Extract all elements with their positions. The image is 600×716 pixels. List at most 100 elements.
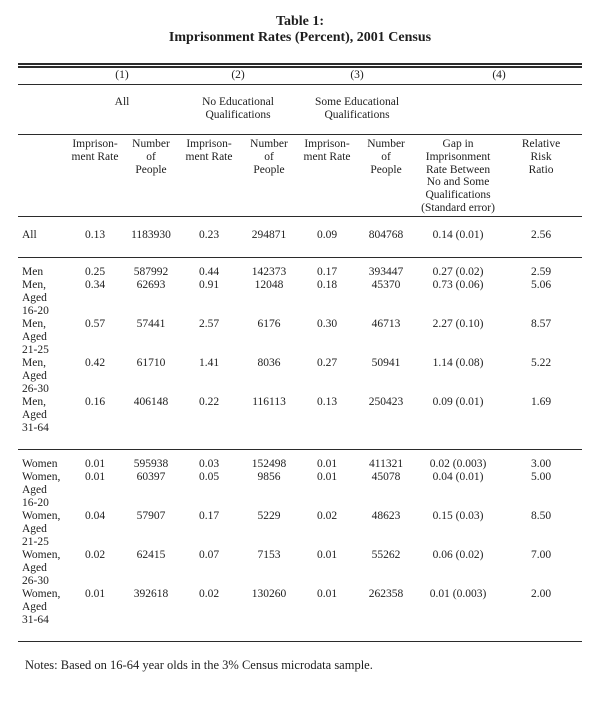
data-cell: 2.27 (0.10) (432, 317, 484, 330)
data-cell: 0.02 (84, 548, 106, 561)
data-cell: 57441 (136, 317, 166, 330)
table-row: Men, Aged 26-30 0.42 61710 1.41 8036 0.27 5094… (18, 357, 582, 396)
row-label: All (18, 216, 66, 258)
data-cell: 262358 (356, 587, 417, 642)
data-cell: 0.13 (66, 216, 124, 258)
table-row: Men 0.25 587992 0.44 142373 0.17 393447 0.27 (0… (18, 257, 582, 279)
data-cell: 0.17 (198, 509, 220, 522)
data-cell: 411321 (369, 457, 404, 470)
data-cell: 804768 (356, 216, 417, 258)
data-cell: 60397 (136, 470, 166, 483)
data-cell: 46713 (371, 317, 401, 330)
section-women: Women 0.01 595938 0.03 152498 0.01 411321 0.02 … (18, 449, 583, 642)
data-cell: 0.07 (198, 548, 220, 561)
table-row: Women, Aged 26-30 0.02 62415 0.07 7153 0.01 55… (18, 549, 582, 588)
data-cell: 0.02 (178, 587, 241, 642)
table-row: Women, Aged 31-64 0.01 392618 0.02 130260 0.0… (18, 587, 583, 642)
group-label-no-qualifications: No Educational Qualifications (178, 84, 299, 135)
row-label: Men (22, 265, 44, 278)
data-cell: 8036 (257, 356, 281, 369)
section-men: Men 0.25 587992 0.44 142373 0.17 393447 0.27 (0… (18, 257, 583, 450)
column-header-relative-risk: Relative Risk Ratio (500, 134, 583, 217)
row-label: Men, Aged 16-20 (22, 278, 49, 317)
data-cell: 0.01 (316, 470, 338, 483)
data-cell: 0.04 (84, 509, 106, 522)
data-cell: 12048 (254, 278, 284, 291)
row-label: Men, Aged 21-25 (22, 317, 49, 356)
table-title: Table 1: Imprisonment Rates (Percent), 2… (0, 0, 600, 46)
data-cell: 250423 (356, 395, 417, 450)
data-cell: 294871 (240, 216, 299, 258)
column-header: Number of People (240, 134, 299, 217)
data-cell: 0.25 (84, 265, 106, 278)
data-cell: 0.01 (84, 457, 106, 470)
data-cell: 130260 (240, 587, 299, 642)
table-row: All 0.13 1183930 0.23 294871 0.09 804768 0.14 (… (18, 216, 583, 258)
data-cell: 48623 (371, 509, 401, 522)
group-label-empty (416, 84, 583, 135)
data-cell: 0.09 (0.01) (416, 395, 501, 450)
data-cell: 62693 (136, 278, 166, 291)
data-cell: 0.57 (84, 317, 106, 330)
column-number: (3) (298, 63, 417, 85)
column-header-gap: Gap in Imprisonment Rate Between No and … (416, 134, 501, 217)
data-cell: 55262 (371, 548, 401, 561)
corner-cell (18, 63, 66, 85)
table-row: Women 0.01 595938 0.03 152498 0.01 411321 0.02 … (18, 449, 582, 471)
data-cell: 1.41 (198, 356, 220, 369)
data-cell: 1.69 (500, 395, 583, 450)
data-cell: 0.04 (0.01) (432, 470, 484, 483)
data-cell: 0.44 (198, 265, 220, 278)
group-label-some-qualifications: Some Educational Qualifications (298, 84, 417, 135)
data-cell: 6176 (257, 317, 281, 330)
row-label: Men, Aged 31-64 (18, 395, 66, 450)
data-cell: 50941 (371, 356, 401, 369)
data-cell: 62415 (136, 548, 166, 561)
column-number: (4) (416, 63, 583, 85)
row-label: Women (22, 457, 58, 470)
column-header-row: Imprison- ment Rate Number of People Imp… (18, 134, 583, 217)
data-cell: 142373 (251, 265, 287, 278)
table-row: Men, Aged 21-25 0.57 57441 2.57 6176 0.30 4671… (18, 318, 582, 357)
data-cell: 0.01 (316, 548, 338, 561)
data-cell: 2.00 (500, 587, 583, 642)
table-row: Women, Aged 16-20 0.01 60397 0.05 9856 0.01 45… (18, 471, 582, 510)
group-label-all: All (66, 84, 179, 135)
column-header: Number of People (124, 134, 179, 217)
column-header: Imprison- ment Rate (66, 134, 124, 217)
row-label: Women, Aged 21-25 (22, 509, 61, 548)
column-number: (2) (178, 63, 299, 85)
data-cell: 406148 (124, 395, 179, 450)
data-cell: 7153 (257, 548, 281, 561)
data-cell: 0.91 (198, 278, 220, 291)
data-cell: 2.59 (530, 265, 552, 278)
data-cell: 5229 (257, 509, 281, 522)
data-cell: 9856 (257, 470, 281, 483)
data-cell: 2.56 (500, 216, 583, 258)
data-cell: 0.27 (316, 356, 338, 369)
section-all: All 0.13 1183930 0.23 294871 0.09 804768 0.14 (… (18, 216, 583, 258)
row-label: Women, Aged 26-30 (22, 548, 61, 587)
data-cell: 0.16 (66, 395, 124, 450)
data-cell: 61710 (136, 356, 166, 369)
data-cell: 0.01 (84, 470, 106, 483)
data-cell: 8.50 (530, 509, 552, 522)
table-title-number: Table 1: (275, 14, 325, 29)
data-cell: 0.09 (298, 216, 357, 258)
data-cell: 1183930 (124, 216, 179, 258)
data-cell: 393447 (368, 265, 404, 278)
data-cell: 0.01 (0.003) (416, 587, 501, 642)
row-label: Women, Aged 16-20 (22, 470, 61, 509)
row-label: Women, Aged 31-64 (18, 587, 66, 642)
data-cell: 595938 (133, 457, 169, 470)
data-cell: 0.17 (316, 265, 338, 278)
data-cell: 0.73 (0.06) (432, 278, 484, 291)
data-cell: 0.02 (316, 509, 338, 522)
data-cell: 0.15 (0.03) (432, 509, 484, 522)
table-title-caption: Imprisonment Rates (Percent), 2001 Censu… (168, 30, 432, 45)
corner-cell (18, 84, 66, 135)
column-header: Imprison- ment Rate (298, 134, 357, 217)
data-cell: 2.57 (198, 317, 220, 330)
data-cell: 0.01 (298, 587, 357, 642)
column-header: Imprison- ment Rate (178, 134, 241, 217)
